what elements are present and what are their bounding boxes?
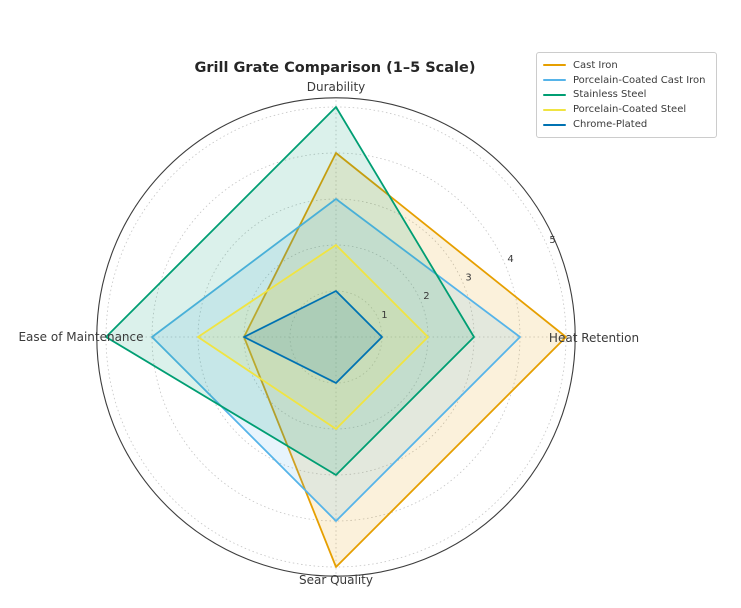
- series-polygon-porcelain-coated-cast-iron: [151, 198, 521, 522]
- radial-tick-label: 5: [549, 235, 555, 246]
- radial-tick-label: 3: [465, 273, 471, 284]
- legend-item: Porcelain-Coated Steel: [543, 102, 710, 117]
- radial-tick-label: 1: [381, 310, 387, 321]
- legend-line-swatch-icon: [543, 93, 566, 96]
- legend-line-swatch-icon: [543, 108, 566, 111]
- legend-line-swatch-icon: [543, 64, 566, 67]
- chart-title: Grill Grate Comparison (1–5 Scale): [194, 60, 476, 76]
- axis-label-heat-retention: Heat Retention: [548, 331, 640, 345]
- legend-item: Cast Iron: [543, 58, 710, 73]
- legend-item-label: Cast Iron: [573, 59, 618, 71]
- radial-tick-label: 4: [507, 254, 513, 265]
- legend: Cast Iron Porcelain-Coated Cast Iron Sta…: [536, 52, 717, 138]
- legend-line-swatch-icon: [543, 79, 566, 82]
- legend-item: Chrome-Plated: [543, 117, 710, 132]
- outer-spine: [96, 97, 576, 577]
- legend-item: Stainless Steel: [543, 88, 710, 103]
- radial-tick-label: 2: [423, 291, 429, 302]
- legend-line-swatch-icon: [543, 123, 566, 126]
- legend-item-label: Porcelain-Coated Cast Iron: [573, 74, 706, 86]
- legend-item-label: Chrome-Plated: [573, 119, 648, 131]
- legend-item-label: Stainless Steel: [573, 89, 647, 101]
- axis-label-durability: Durability: [306, 80, 366, 94]
- legend-item: Porcelain-Coated Cast Iron: [543, 73, 710, 88]
- series-polygon-porcelain-coated-steel: [197, 244, 429, 430]
- axis-label-sear-quality: Sear Quality: [299, 573, 373, 587]
- series-polygon-chrome-plated: [243, 290, 383, 384]
- legend-item-label: Porcelain-Coated Steel: [573, 104, 687, 116]
- axis-label-ease-of-maintenance: Ease of Maintenance: [18, 330, 144, 344]
